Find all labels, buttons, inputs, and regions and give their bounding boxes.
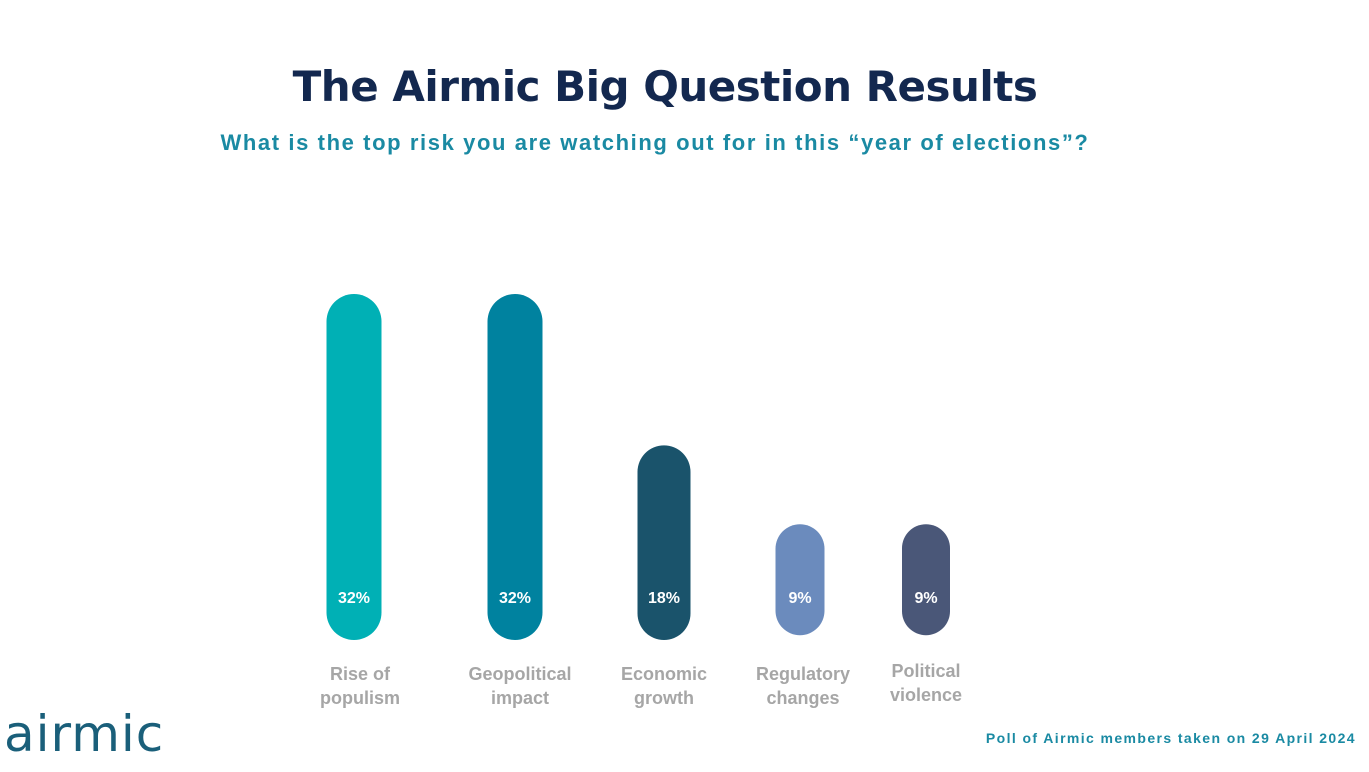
bar-3 xyxy=(775,524,825,636)
bar-value-label-3: 9% xyxy=(788,590,811,607)
category-label-1-line-1: impact xyxy=(491,688,549,708)
bar-0 xyxy=(326,294,382,640)
category-label-4-line-0: Political xyxy=(891,661,960,681)
bar-value-label-0: 32% xyxy=(338,590,370,607)
category-label-0-line-1: populism xyxy=(320,688,400,708)
category-label-2-line-0: Economic xyxy=(621,664,707,684)
category-label-4-line-1: violence xyxy=(890,685,962,705)
chart-subtitle: What is the top risk you are watching ou… xyxy=(220,130,1090,155)
bar-4 xyxy=(902,524,950,636)
category-label-0-line-0: Rise of xyxy=(330,664,391,684)
bar-2 xyxy=(637,445,691,640)
bar-value-label-2: 18% xyxy=(648,590,680,607)
chart-title: The Airmic Big Question Results xyxy=(292,62,1038,111)
category-label-3-line-0: Regulatory xyxy=(756,664,850,684)
category-label-2-line-1: growth xyxy=(634,688,694,708)
bar-value-label-4: 9% xyxy=(914,590,937,607)
category-label-3-line-1: changes xyxy=(766,688,839,708)
bar-1 xyxy=(487,294,543,640)
category-label-1-line-0: Geopolitical xyxy=(468,664,571,684)
bar-value-label-1: 32% xyxy=(499,590,531,607)
footer-note: Poll of Airmic members taken on 29 April… xyxy=(985,730,1356,746)
airmic-logo: airmic xyxy=(4,705,165,763)
